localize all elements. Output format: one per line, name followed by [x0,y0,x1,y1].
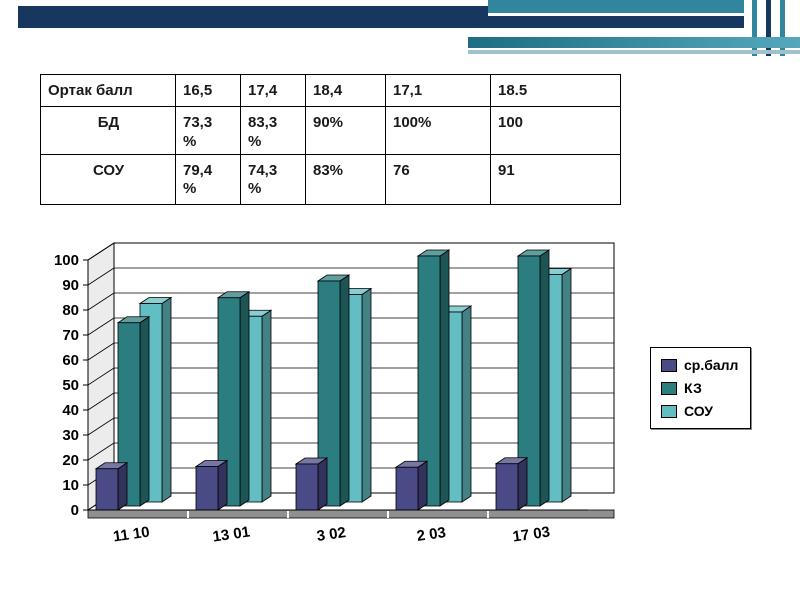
svg-text:80: 80 [62,302,79,319]
header-stripe [780,0,785,56]
svg-text:20: 20 [62,452,79,469]
legend-label: КЗ [684,380,702,396]
legend-item: ср.балл [661,357,738,373]
table-cell: БД [40,106,176,155]
table-cell: 90% [305,106,386,155]
header-bar-teal-top [488,0,800,13]
table-row: БД 73,3 % 83,3 % 90% 100% 100 [40,106,621,155]
table-cell: 73,3 % [175,106,241,155]
svg-text:3 02: 3 02 [316,524,347,545]
svg-text:0: 0 [71,502,79,519]
chart-legend: ср.балл КЗ СОУ [650,347,752,429]
legend-swatch [661,404,677,418]
table-cell: 100 [490,106,621,155]
header-stripe [766,0,771,56]
legend-item: СОУ [661,403,738,419]
svg-text:90: 90 [62,277,79,294]
table-cell: СОУ [40,153,176,205]
legend-swatch [661,381,677,395]
table-cell: 79,4 % [175,153,241,205]
table-cell: 16,5 [175,74,241,107]
svg-text:70: 70 [62,327,79,344]
table-cell: 18,4 [305,74,386,107]
table-cell: 100% [385,106,491,155]
svg-text:50: 50 [62,377,79,394]
svg-text:40: 40 [62,402,79,419]
header-stripe [752,0,757,56]
table-cell: 83,3 % [240,106,306,155]
table-cell: 76 [385,153,491,205]
bar-chart: 0 10 20 30 40 50 60 70 80 90 100 11 10 13 01 3 02 2 03… [38,228,618,558]
svg-text:10: 10 [62,477,79,494]
header-accent-line [468,50,800,54]
table-row: Ортак балл 16,5 17,4 18,4 17,1 18.5 [40,74,621,107]
legend-item: КЗ [661,380,738,396]
svg-text:17 03: 17 03 [512,524,552,546]
legend-label: ср.балл [684,357,739,373]
header-bar-navy [18,6,488,28]
table-row: СОУ 79,4 % 74,3 % 83% 76 91 [40,153,621,205]
header-accent-bar [468,37,800,48]
legend-swatch [661,358,677,372]
table-cell: 83% [305,153,386,205]
svg-text:2 03: 2 03 [416,524,447,545]
scores-table: Ортак балл 16,5 17,4 18,4 17,1 18.5 БД 7… [40,74,621,205]
svg-text:13 01: 13 01 [212,524,252,546]
legend-label: СОУ [684,403,714,419]
svg-text:30: 30 [62,427,79,444]
table-cell: 91 [490,153,621,205]
svg-text:100: 100 [54,252,79,269]
table-cell: Ортак балл [40,74,176,107]
table-cell: 18.5 [490,74,621,107]
svg-text:11 10: 11 10 [112,524,151,546]
svg-text:60: 60 [62,352,79,369]
table-cell: 17,4 [240,74,306,107]
table-cell: 74,3 % [240,153,306,205]
table-cell: 17,1 [385,74,491,107]
chart-svg: 0 10 20 30 40 50 60 70 80 90 100 11 10 13 01 3 02 2 03… [54,242,615,546]
header-bar-navy-right [488,16,800,28]
